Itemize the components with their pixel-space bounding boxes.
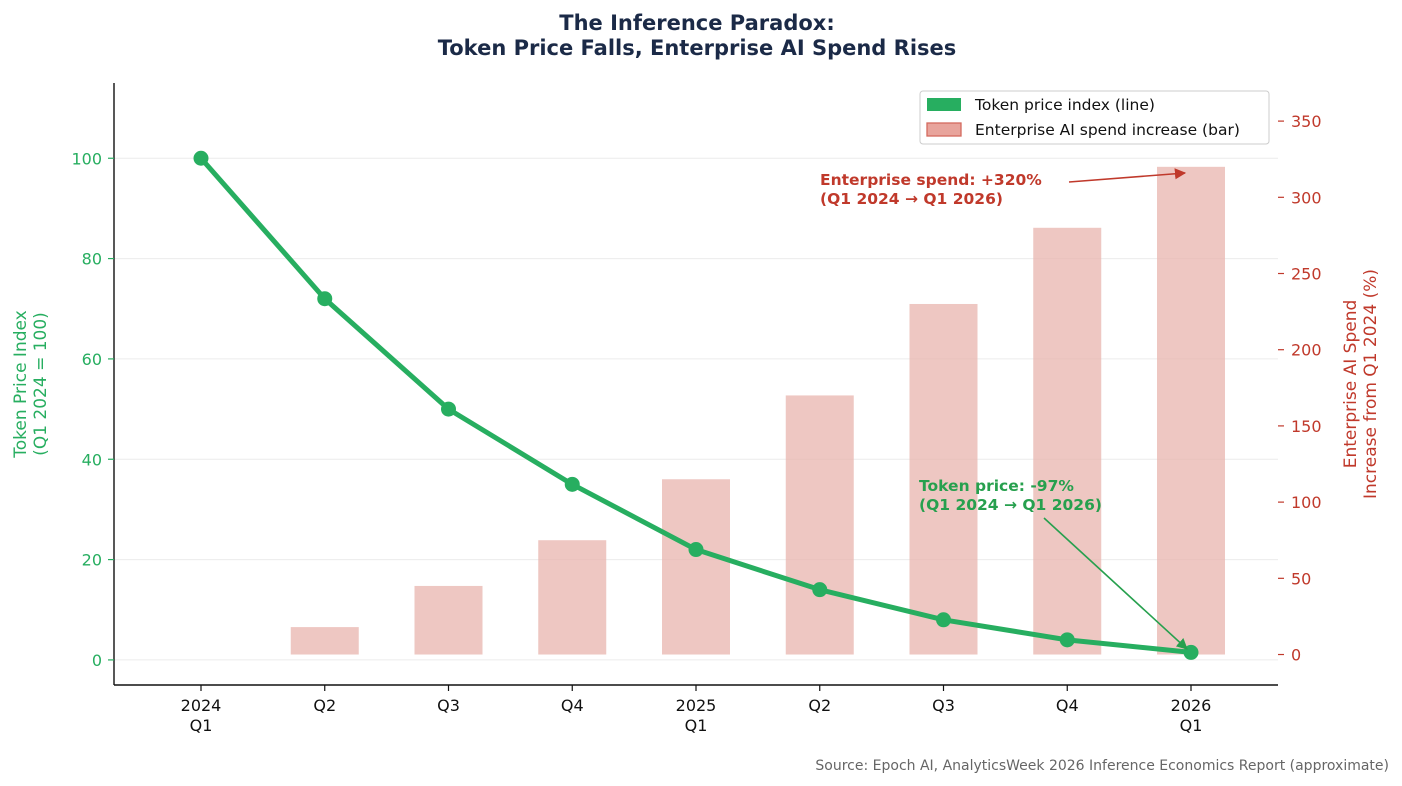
annotation-spend-line1: Enterprise spend: +320% <box>820 171 1042 189</box>
annotation-price-line2: (Q1 2024 → Q1 2026) <box>919 496 1102 514</box>
y-tick-left-label-4: 80 <box>82 250 102 269</box>
bar-spend-2 <box>414 585 483 655</box>
x-tick-sublabel-4: Q1 <box>685 716 708 735</box>
y-axis-left-label-line1: Token Price Index <box>11 310 31 458</box>
legend: Token price index (line) Enterprise AI s… <box>919 90 1270 145</box>
x-tick-label-1: Q2 <box>313 696 336 715</box>
x-tick-label-8: 2026 <box>1171 696 1212 715</box>
y-axis-right-label-line2: Increase from Q1 2024 (%) <box>1361 269 1381 499</box>
y-tick-left-label-0: 0 <box>92 651 102 670</box>
point-token-price-6 <box>936 612 951 628</box>
bar-spend-6 <box>909 303 978 655</box>
x-tick-label-4: 2025 <box>676 696 717 715</box>
x-tick-label-6: Q3 <box>932 696 955 715</box>
annotation-price-line1: Token price: -97% <box>919 477 1074 495</box>
annotation-price-arrow <box>1043 517 1188 650</box>
source-note: Source: Epoch AI, AnalyticsWeek 2026 Inf… <box>815 758 1389 774</box>
x-tick-label-5: Q2 <box>808 696 831 715</box>
y-tick-left-label-1: 20 <box>82 551 102 570</box>
bar-spend-7 <box>1033 227 1102 655</box>
x-tick-label-2: Q3 <box>437 696 460 715</box>
point-token-price-7 <box>1059 632 1075 648</box>
y-tick-left-label-3: 60 <box>82 350 102 369</box>
axes: 0204060801000501001502002503003502024Q1Q… <box>71 83 1322 735</box>
point-token-price-5 <box>812 582 828 598</box>
y-tick-left-label-5: 100 <box>71 149 102 168</box>
x-tick-label-0: 2024 <box>181 696 222 715</box>
legend-label-line: Token price index (line) <box>974 96 1155 114</box>
grid-lines <box>114 157 1278 661</box>
point-token-price-1 <box>317 291 333 307</box>
y-tick-left-label-2: 40 <box>82 450 102 469</box>
annotation-spend: Enterprise spend: +320% (Q1 2024 → Q1 20… <box>820 168 1187 208</box>
y-tick-right-label-6: 300 <box>1291 188 1322 207</box>
y-tick-right-label-1: 50 <box>1291 569 1311 588</box>
annotation-spend-arrow <box>1068 168 1187 183</box>
point-token-price-2 <box>441 401 456 417</box>
x-tick-label-3: Q4 <box>561 696 584 715</box>
y-axis-left-label-line2: (Q1 2024 = 100) <box>31 312 51 456</box>
legend-box <box>919 90 1270 145</box>
bar-spend-5 <box>785 395 854 655</box>
point-token-price-3 <box>564 476 580 492</box>
chart-title-line2: Token Price Falls, Enterprise AI Spend R… <box>438 36 957 60</box>
bar-spend-8 <box>1157 166 1225 655</box>
y-tick-right-label-4: 200 <box>1291 341 1322 360</box>
point-token-price-4 <box>688 542 704 558</box>
annotation-spend-line2: (Q1 2024 → Q1 2026) <box>820 190 1003 208</box>
bar-series <box>290 166 1225 655</box>
point-token-price-0 <box>193 150 209 166</box>
line-series <box>193 150 1199 660</box>
y-tick-right-label-7: 350 <box>1291 112 1322 131</box>
x-tick-sublabel-0: Q1 <box>190 716 213 735</box>
annotation-price: Token price: -97% (Q1 2024 → Q1 2026) <box>919 477 1188 650</box>
chart-title-line1: The Inference Paradox: <box>559 11 834 35</box>
y-tick-right-label-5: 250 <box>1291 265 1322 284</box>
legend-swatch-line <box>927 98 961 111</box>
y-tick-right-label-0: 0 <box>1291 646 1301 665</box>
y-tick-right-label-3: 150 <box>1291 417 1322 436</box>
legend-label-bar: Enterprise AI spend increase (bar) <box>975 121 1240 139</box>
bar-spend-4 <box>662 479 730 655</box>
x-tick-label-7: Q4 <box>1056 696 1079 715</box>
y-axis-right-label-line1: Enterprise AI Spend <box>1341 300 1361 469</box>
bar-spend-1 <box>290 627 359 655</box>
bar-spend-3 <box>538 540 607 655</box>
legend-swatch-bar <box>926 122 962 137</box>
x-tick-sublabel-8: Q1 <box>1180 716 1203 735</box>
y-tick-right-label-2: 100 <box>1291 493 1322 512</box>
